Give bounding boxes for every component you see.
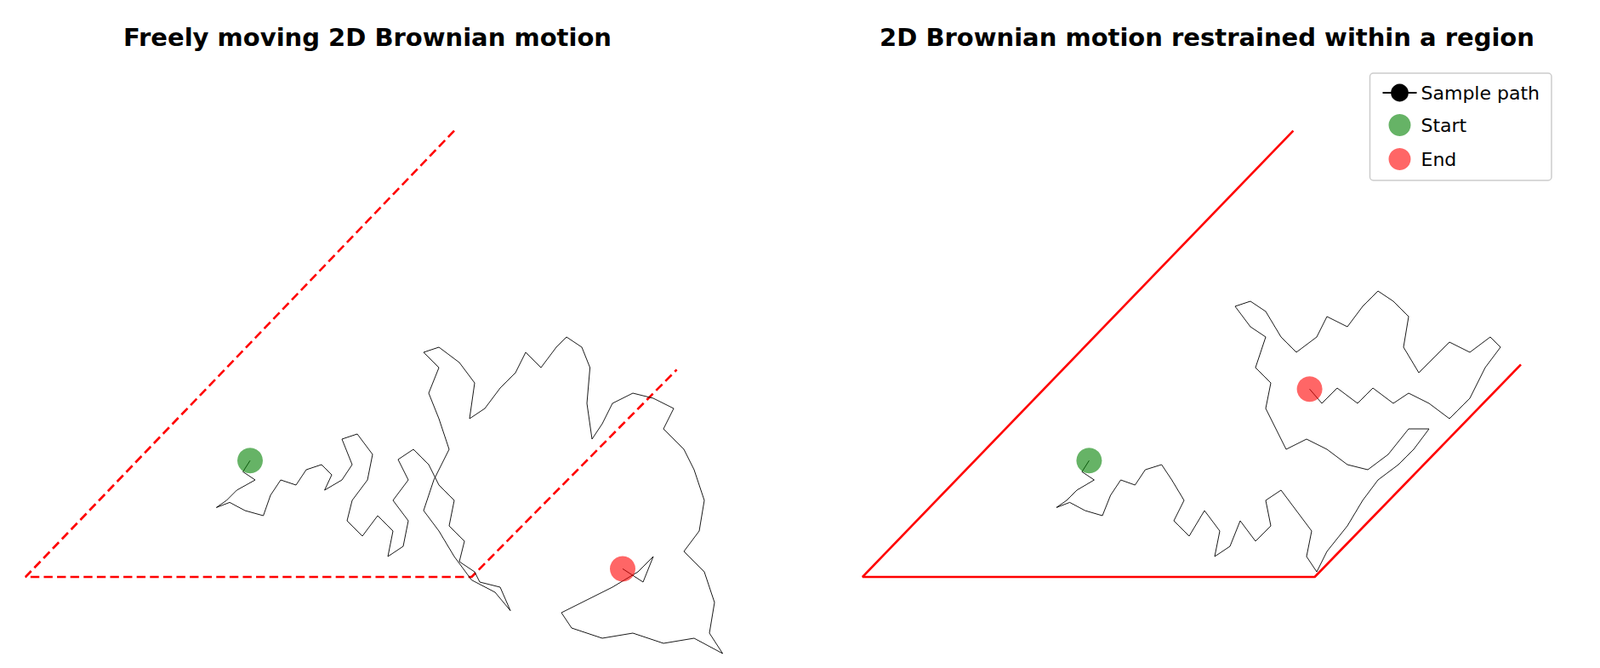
- svg-text:Start: Start: [1421, 114, 1468, 137]
- svg-text:2D Brownian motion restrained: 2D Brownian motion restrained within a r…: [879, 22, 1535, 52]
- svg-text:Sample path: Sample path: [1421, 82, 1541, 104]
- svg-text:End: End: [1421, 148, 1458, 171]
- svg-text:Freely moving 2D Brownian moti: Freely moving 2D Brownian motion: [123, 22, 612, 52]
